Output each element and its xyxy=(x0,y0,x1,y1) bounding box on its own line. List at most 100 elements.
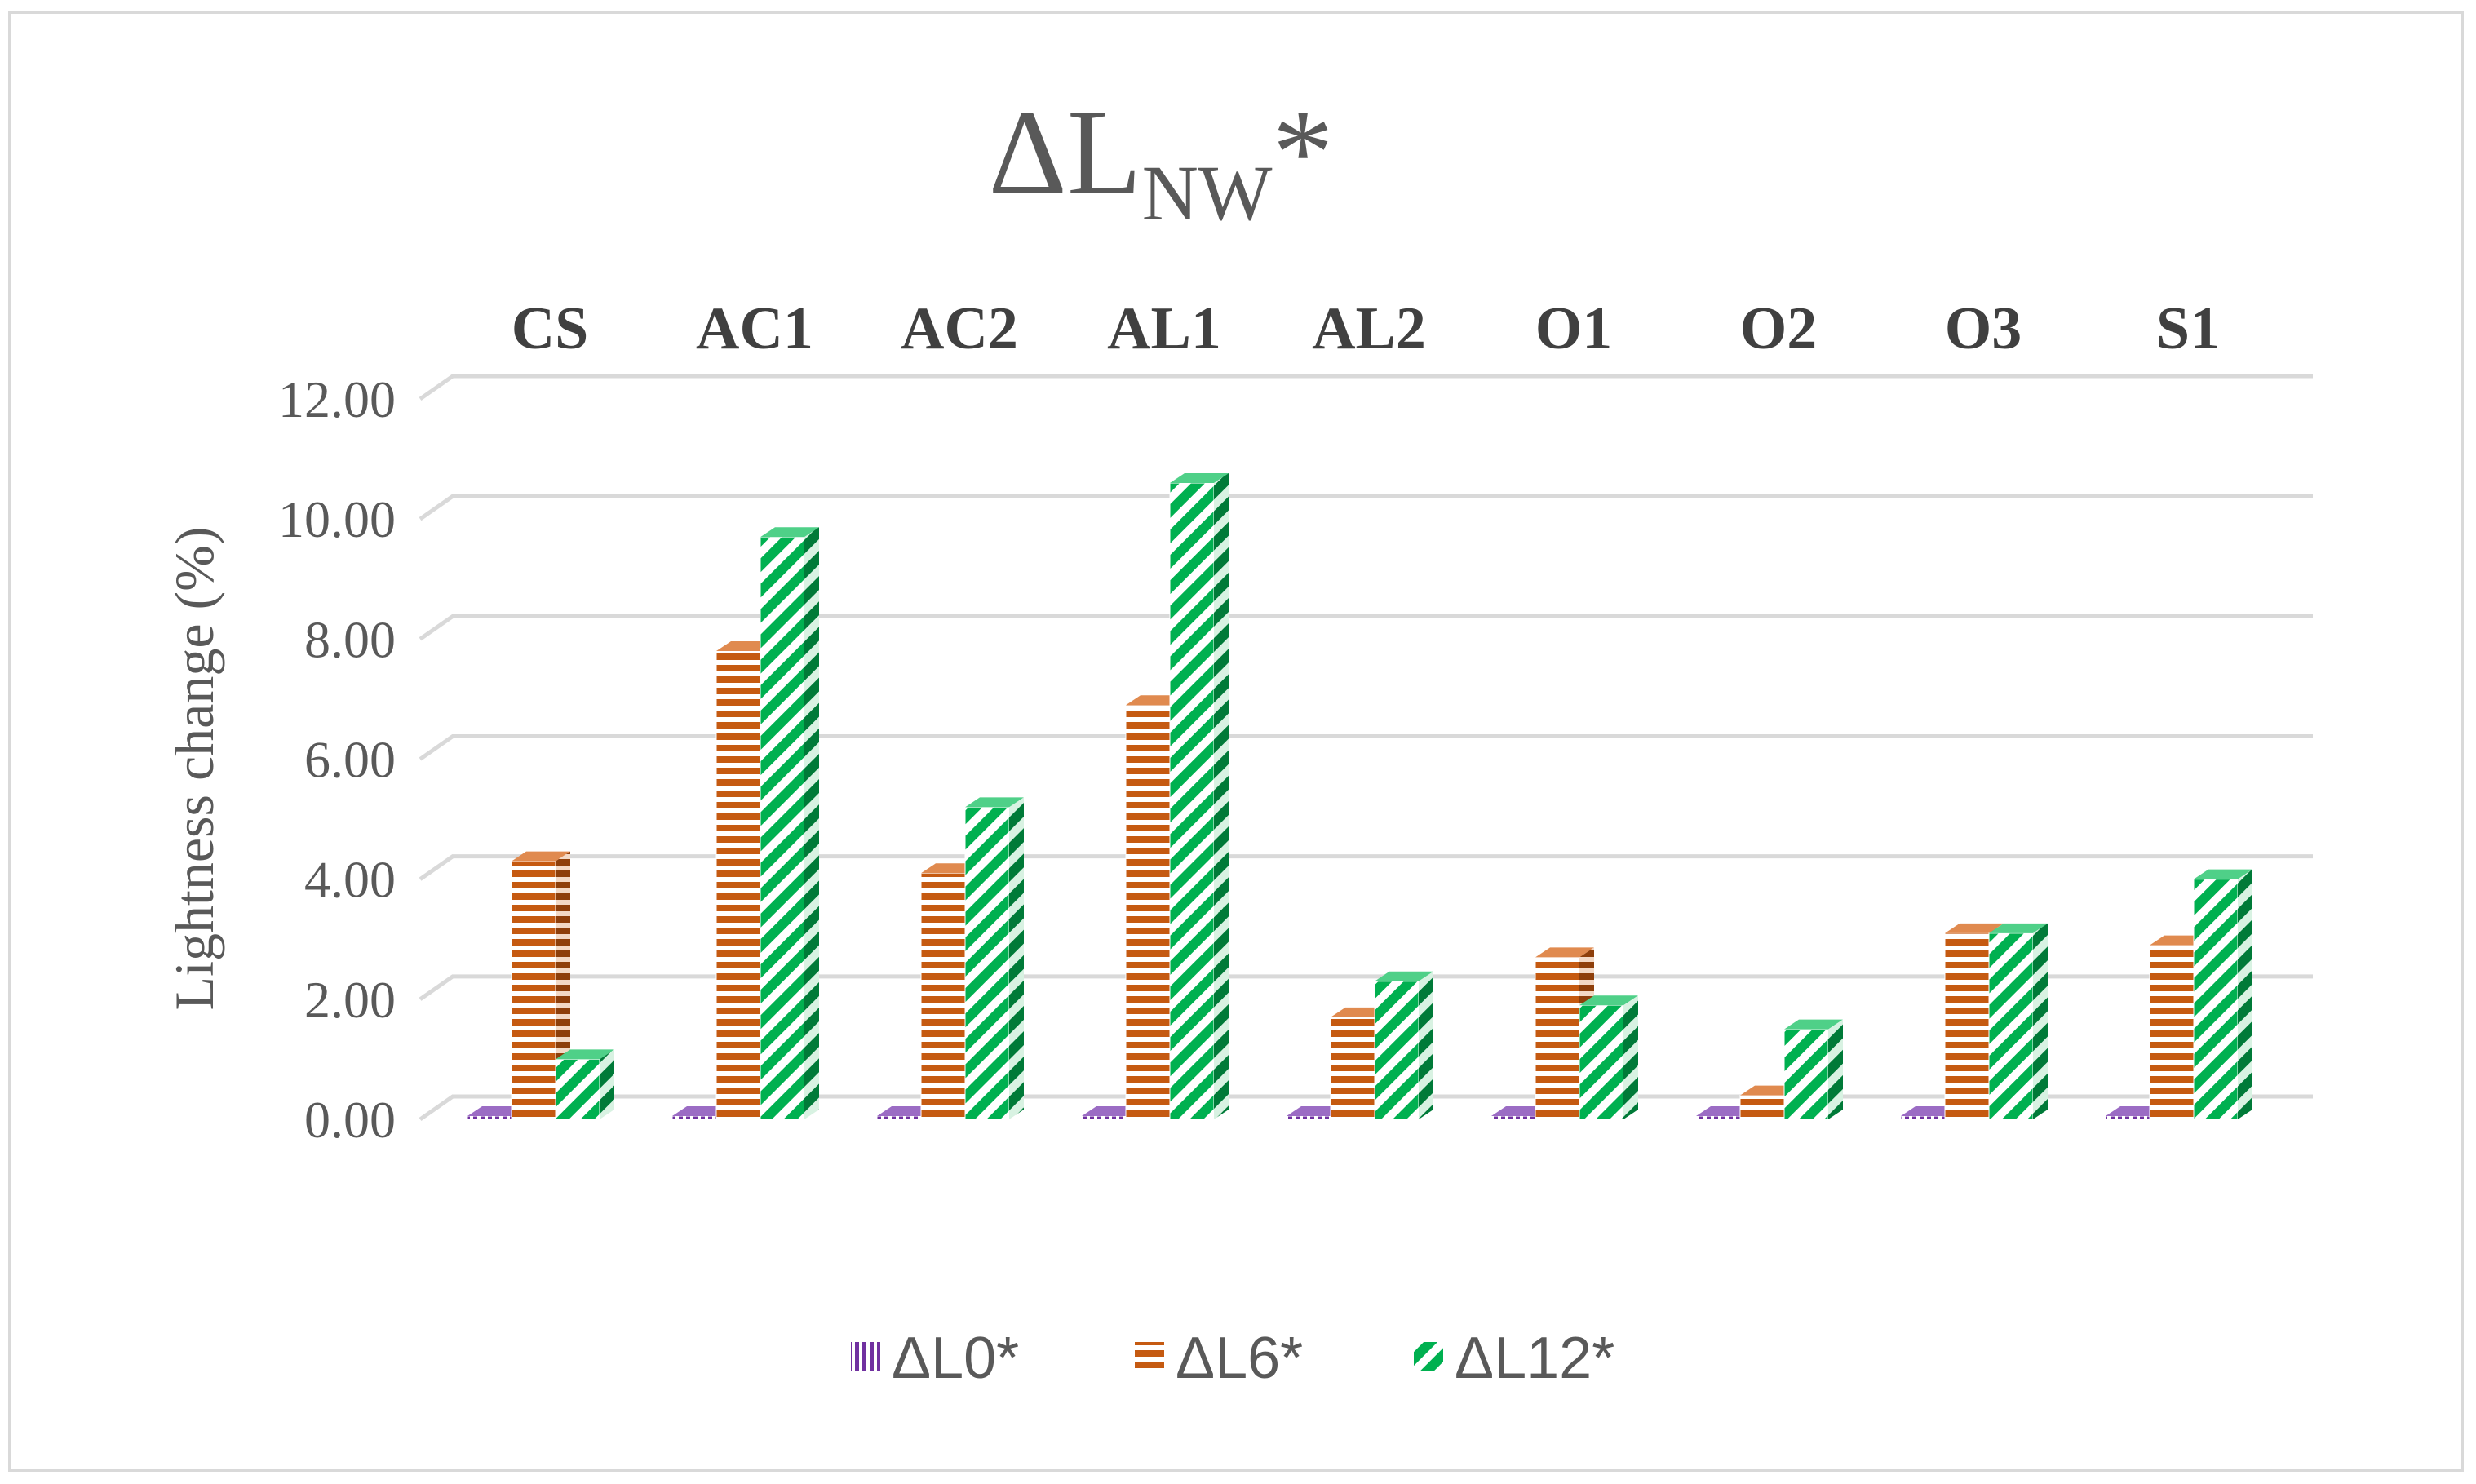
bar-front xyxy=(1579,1004,1624,1120)
category-label: CS xyxy=(512,295,589,362)
category-label: O2 xyxy=(1740,295,1818,362)
bar-front xyxy=(715,650,761,1120)
bar-side xyxy=(804,527,819,1119)
category-label: AL1 xyxy=(1107,295,1221,362)
bar-top xyxy=(2194,869,2252,879)
gridline xyxy=(419,374,2313,401)
gridline xyxy=(419,734,2313,761)
bar-front xyxy=(1695,1115,1741,1120)
bar-top xyxy=(1375,971,1433,981)
bar-front xyxy=(760,536,805,1120)
bar-front xyxy=(1330,1017,1375,1120)
bar-side xyxy=(1623,995,1638,1119)
bar-top xyxy=(1945,923,2004,933)
bar-front xyxy=(511,861,556,1120)
bar xyxy=(1579,995,1638,1120)
bar xyxy=(1988,923,2048,1120)
y-tick-labels: 0.00 2.00 4.00 6.00 8.00 10.00 12.00 xyxy=(278,370,396,1149)
y-axis-title: Lightness change (%) xyxy=(163,527,225,1011)
chart-frame: ΔLNW* Lightness change (%) 0.00 2.00 4.00 6… xyxy=(8,11,2464,1472)
gridline xyxy=(419,494,2313,521)
bar-top xyxy=(1170,473,1229,484)
bar-front xyxy=(2105,1115,2150,1120)
y-tick-label: 12.00 xyxy=(278,370,396,428)
bar-front xyxy=(1125,704,1171,1120)
bar-front xyxy=(1374,981,1420,1120)
bar-front xyxy=(671,1115,717,1120)
bar-front xyxy=(1286,1115,1331,1120)
y-tick-label: 8.00 xyxy=(304,610,396,668)
bar xyxy=(1535,947,1594,1120)
category-label: O3 xyxy=(1945,295,2022,362)
y-tick-label: 6.00 xyxy=(304,731,396,789)
bar xyxy=(1783,1019,1843,1120)
bar-front xyxy=(555,1058,600,1120)
bar-front xyxy=(1490,1115,1536,1120)
bar xyxy=(1169,473,1229,1120)
legend-swatch xyxy=(851,1342,880,1371)
category-label: O1 xyxy=(1535,295,1613,362)
bar-front xyxy=(1535,956,1580,1120)
bar-top xyxy=(760,527,819,538)
bar-front xyxy=(1081,1115,1127,1120)
category-label: S1 xyxy=(2156,295,2220,362)
gridline xyxy=(419,974,2313,1001)
legend: ΔL0* ΔL6* ΔL12* xyxy=(851,1326,1614,1391)
chart-svg: ΔLNW* Lightness change (%) 0.00 2.00 4.00 6… xyxy=(163,85,2313,1391)
bar-front xyxy=(920,872,966,1120)
bar-front xyxy=(1783,1029,1829,1120)
legend-swatch xyxy=(1414,1342,1443,1371)
bar-front xyxy=(1944,932,1990,1120)
legend-item: ΔL6* xyxy=(1135,1326,1303,1391)
bar-side xyxy=(1419,971,1433,1119)
gridline xyxy=(419,1094,2313,1122)
chart-title-main: ΔL xyxy=(988,85,1141,220)
y-tick-label: 4.00 xyxy=(304,851,396,909)
bar-side xyxy=(1009,797,1024,1119)
category-label: AC2 xyxy=(901,295,1018,362)
category-label: AL2 xyxy=(1312,295,1426,362)
legend-swatch xyxy=(1135,1342,1164,1371)
legend-item: ΔL12* xyxy=(1414,1326,1614,1391)
bar-front xyxy=(1988,932,2034,1120)
bar-top xyxy=(556,1049,614,1060)
bar-front xyxy=(1900,1115,1946,1120)
chart-title: ΔLNW* xyxy=(988,85,1333,237)
legend-label: ΔL0* xyxy=(892,1326,1019,1391)
category-labels: CS AC1 AC2 AL1 AL2 O1 O2 O3 S1 xyxy=(512,295,2220,362)
category-label: AC1 xyxy=(696,295,813,362)
bar-top xyxy=(512,851,570,862)
bar-side xyxy=(2238,869,2252,1119)
bar xyxy=(555,1049,614,1120)
y-tick-label: 0.00 xyxy=(304,1091,396,1149)
bar-front xyxy=(2193,879,2239,1120)
gridline xyxy=(419,854,2313,881)
y-tick-label: 2.00 xyxy=(304,971,396,1029)
bar xyxy=(2193,869,2252,1120)
bar-front xyxy=(964,806,1010,1120)
bar-top xyxy=(1535,947,1594,958)
legend-label: ΔL6* xyxy=(1176,1326,1303,1391)
gridline xyxy=(419,614,2313,641)
bar-side xyxy=(1828,1019,1843,1119)
bar-top xyxy=(1989,923,2048,933)
bar-side xyxy=(1214,473,1229,1119)
bar-top xyxy=(965,797,1024,808)
bars xyxy=(467,473,2252,1120)
bar-side xyxy=(600,1049,614,1119)
legend-item: ΔL0* xyxy=(851,1326,1019,1391)
bar xyxy=(511,851,570,1120)
gridlines xyxy=(419,374,2313,1122)
bar-top xyxy=(1784,1019,1843,1030)
bar-front xyxy=(1169,482,1215,1120)
legend-label: ΔL12* xyxy=(1455,1326,1614,1391)
bar-side xyxy=(2033,923,2048,1119)
bar-front xyxy=(876,1115,922,1120)
bar-front xyxy=(467,1115,512,1120)
chart-title-subscript: NW xyxy=(1142,149,1273,237)
y-tick-label: 10.00 xyxy=(278,490,396,548)
bar-top xyxy=(1579,995,1638,1006)
bar xyxy=(964,797,1024,1120)
bar-front xyxy=(2149,945,2195,1120)
bar-front xyxy=(1739,1095,1785,1120)
